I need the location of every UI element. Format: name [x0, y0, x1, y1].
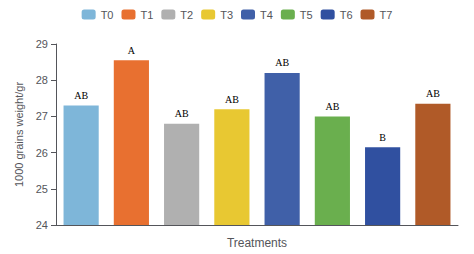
- svg-text:AB: AB: [175, 108, 189, 119]
- svg-text:T0: T0: [101, 9, 114, 21]
- svg-text:29: 29: [36, 38, 48, 50]
- svg-text:T5: T5: [300, 9, 313, 21]
- svg-text:B: B: [379, 132, 386, 143]
- svg-text:25: 25: [36, 183, 48, 195]
- svg-text:26: 26: [36, 147, 48, 159]
- svg-text:AB: AB: [426, 88, 440, 99]
- svg-text:AB: AB: [225, 94, 239, 105]
- svg-text:T7: T7: [380, 9, 393, 21]
- svg-text:28: 28: [36, 74, 48, 86]
- svg-text:T6: T6: [340, 9, 353, 21]
- svg-text:T3: T3: [220, 9, 233, 21]
- svg-text:27: 27: [36, 110, 48, 122]
- svg-text:AB: AB: [325, 101, 339, 112]
- svg-text:1000 grains weight/gr: 1000 grains weight/gr: [13, 82, 25, 188]
- svg-text:A: A: [128, 45, 136, 56]
- svg-text:AB: AB: [74, 90, 88, 101]
- svg-text:T4: T4: [260, 9, 273, 21]
- svg-text:AB: AB: [275, 57, 289, 68]
- svg-text:24: 24: [36, 219, 48, 231]
- svg-text:Treatments: Treatments: [227, 236, 287, 250]
- svg-text:T1: T1: [140, 9, 153, 21]
- svg-text:T2: T2: [180, 9, 193, 21]
